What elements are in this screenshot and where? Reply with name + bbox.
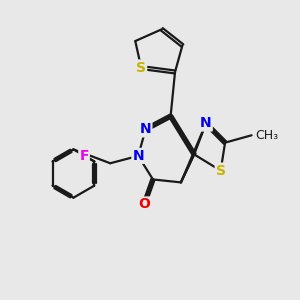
Text: CH₃: CH₃ bbox=[255, 129, 278, 142]
Text: F: F bbox=[79, 148, 89, 163]
Text: N: N bbox=[132, 149, 144, 163]
Text: N: N bbox=[140, 122, 152, 136]
Text: S: S bbox=[136, 61, 146, 75]
Text: S: S bbox=[216, 164, 226, 178]
Text: O: O bbox=[138, 197, 150, 212]
Text: N: N bbox=[200, 116, 212, 130]
